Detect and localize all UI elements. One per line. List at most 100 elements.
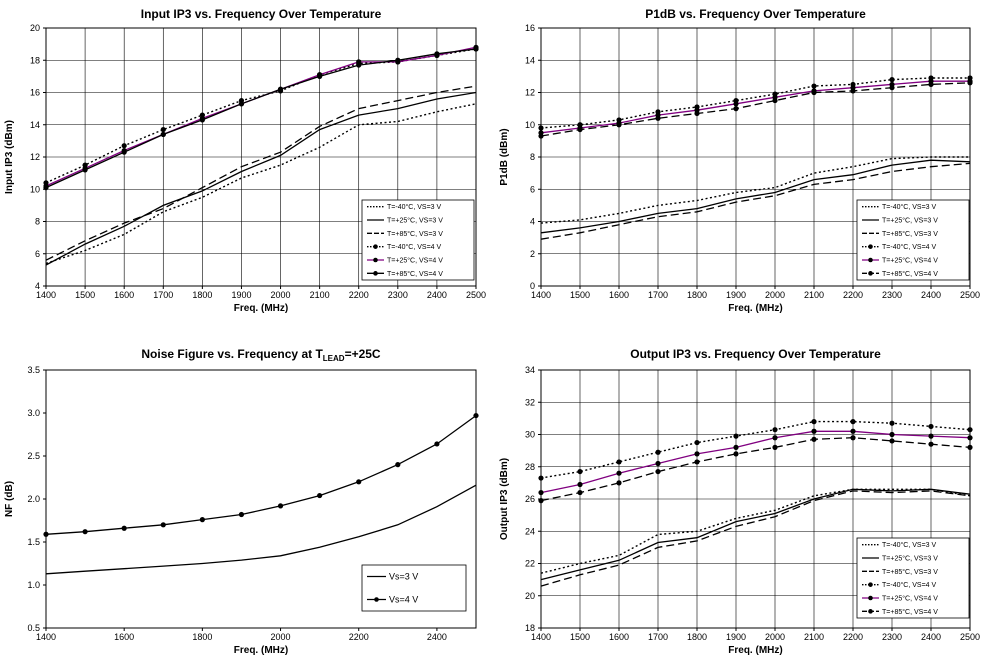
tick-label-y: 6 (530, 184, 535, 194)
series-4-point (967, 427, 973, 433)
series-4-point (694, 439, 700, 446)
series-6-point (694, 459, 700, 465)
tick-label-y: 2 (530, 249, 535, 259)
tick-label-y: 10 (525, 120, 535, 130)
series-line-2 (540, 488, 971, 581)
tick-label-x: 1600 (114, 290, 134, 300)
y-axis-label: Input IP3 (dBm) (4, 120, 15, 194)
tick-label-x: 1900 (726, 290, 746, 300)
series-6-point (772, 97, 778, 104)
series-6-point (655, 115, 661, 121)
legend-label: T=+25°C, VS=3 V (882, 555, 938, 563)
series-2-point (434, 441, 440, 447)
tick-label-x: 2100 (310, 290, 330, 300)
tick-label-y: 18 (30, 55, 40, 65)
series-4-point (538, 475, 544, 481)
tick-label-x: 1900 (231, 290, 251, 300)
tick-label-y: 2.5 (27, 451, 40, 461)
tick-label-y: 32 (525, 397, 535, 407)
tick-label-x: 2400 (427, 632, 447, 642)
legend-marker (868, 244, 873, 249)
series-5-point (928, 433, 934, 439)
legend-label: T=-40°C, VS=4 V (882, 243, 936, 251)
y-axis-label: P1dB (dBm) (499, 128, 510, 185)
series-6-point (694, 110, 700, 117)
tick-label-y: 22 (525, 559, 535, 569)
legend-label: T=-40°C, VS=4 V (882, 581, 936, 589)
legend-label: T=-40°C, VS=3 V (882, 203, 936, 211)
series-6-point (43, 185, 49, 191)
series-6-point (160, 131, 166, 138)
legend-label: T=+25°C, VS=3 V (387, 217, 443, 225)
legend-marker (868, 595, 873, 601)
tick-label-x: 1500 (570, 632, 590, 642)
series-6-point (928, 441, 934, 447)
series-6-point (616, 122, 622, 128)
series-line-3 (45, 85, 477, 261)
legend-box (856, 199, 970, 281)
tick-label-x: 2300 (882, 632, 902, 642)
series-6-point (577, 489, 583, 496)
x-axis-label: Freq. (MHz) (234, 645, 288, 656)
series-line-5 (540, 430, 971, 494)
series-5-point (538, 489, 544, 496)
tick-label-y: 0 (530, 281, 535, 291)
series-line-1 (540, 156, 970, 224)
tick-label-y: 3.5 (27, 365, 40, 375)
series-6-point (811, 436, 817, 442)
tick-label-x: 1700 (648, 632, 668, 642)
series-6-point (967, 444, 973, 450)
series-6-point (538, 133, 544, 139)
series-6-point (889, 438, 895, 444)
tick-label-x: 2300 (882, 290, 902, 300)
tick-label-y: 8 (35, 217, 40, 227)
series-6-point (82, 167, 88, 173)
legend-label: T=-40°C, VS=4 V (387, 243, 441, 251)
legend-label: T=+25°C, VS=4 V (882, 595, 938, 603)
series-4-point (889, 77, 895, 83)
tick-label-y: 28 (525, 462, 535, 472)
series-6-point (317, 73, 323, 79)
legend-label: T=+25°C, VS=3 V (882, 217, 938, 225)
tick-label-y: 26 (525, 494, 535, 504)
series-line-1 (45, 484, 477, 575)
tick-label-x: 1500 (75, 290, 95, 300)
tick-label-y: 1.5 (27, 537, 40, 547)
y-axis-label: Output IP3 (dBm) (499, 458, 510, 540)
tick-label-y: 30 (525, 430, 535, 440)
noise-figure-chart: Noise Figure vs. Frequency at TLEAD=+25C… (4, 347, 479, 656)
tick-label-y: 4 (35, 281, 40, 291)
tick-label-x: 2200 (349, 632, 369, 642)
series-5-point (733, 444, 739, 450)
tick-label-x: 2100 (804, 632, 824, 642)
series-6-point (616, 480, 622, 486)
series-4-point (811, 419, 817, 425)
series-6-point (473, 46, 479, 52)
legend-box (361, 564, 467, 612)
tick-label-x: 1800 (192, 632, 212, 642)
tick-label-x: 1400 (36, 632, 56, 642)
series-2-point (356, 479, 362, 485)
tick-label-x: 2200 (843, 632, 863, 642)
series-5-point (655, 460, 661, 467)
series-6-point (121, 149, 127, 155)
series-6-point (733, 106, 739, 112)
series-4-point (121, 143, 127, 149)
series-2-point (82, 529, 88, 535)
series-4-point (655, 449, 661, 455)
legend-label: T=+85°C, VS=3 V (387, 230, 443, 238)
legend-marker (868, 582, 873, 587)
series-5-point (616, 470, 622, 476)
series-2-point (317, 492, 323, 499)
series-4-point (733, 433, 739, 439)
series-2-point (160, 522, 166, 528)
series-line-2 (45, 415, 477, 535)
x-axis-label: Freq. (MHz) (728, 303, 782, 314)
chart-title: Input IP3 vs. Frequency Over Temperature (141, 7, 382, 21)
series-line-1 (540, 488, 971, 574)
legend-label: T=+85°C, VS=4 V (387, 270, 443, 278)
tick-label-y: 10 (30, 184, 40, 194)
legend-marker (374, 597, 379, 602)
tick-label-y: 2.0 (27, 494, 40, 504)
